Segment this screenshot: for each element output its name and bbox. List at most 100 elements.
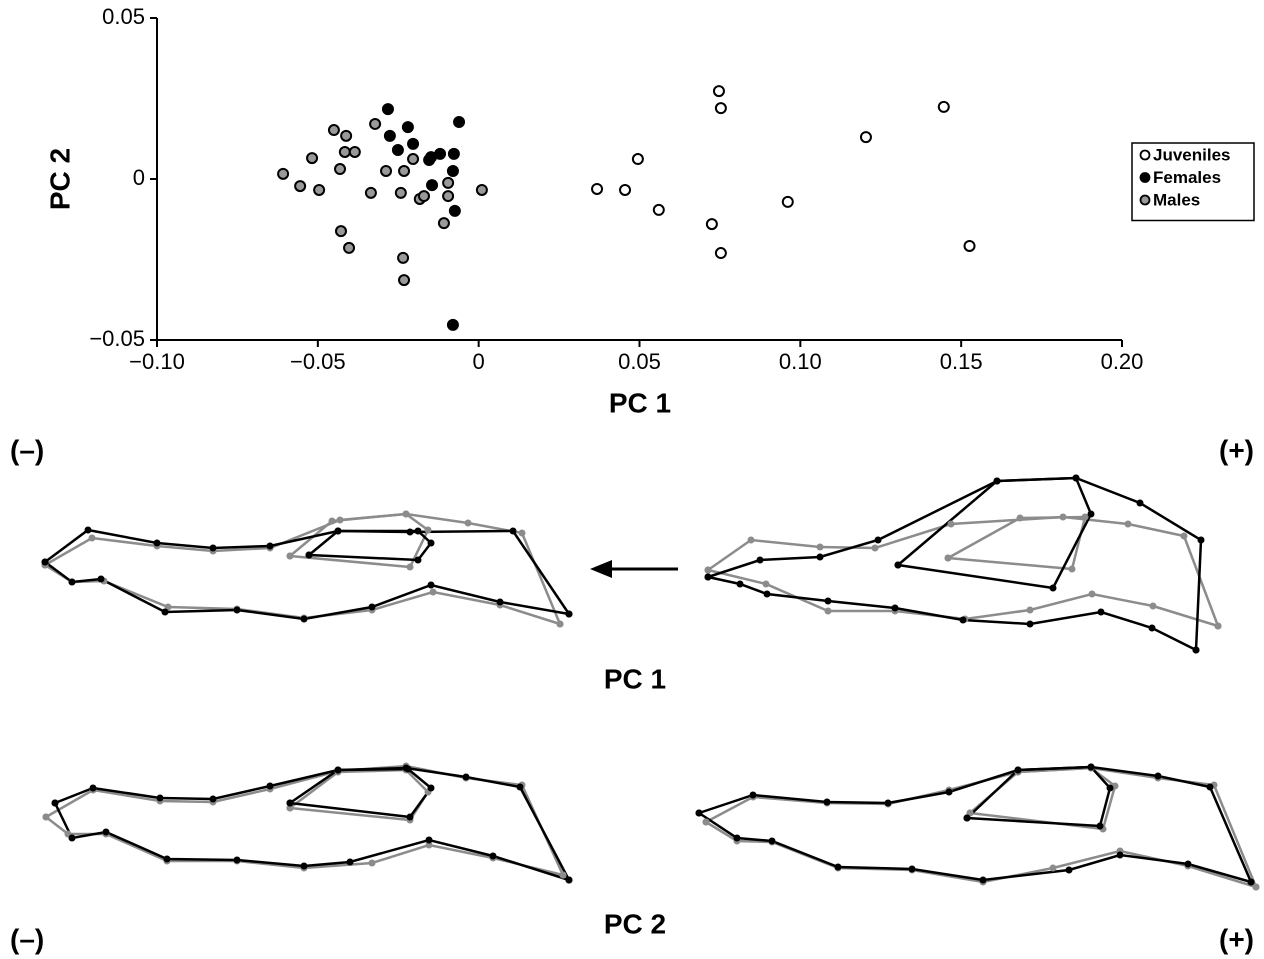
shape-vertex bbox=[163, 855, 171, 863]
point bbox=[380, 164, 393, 177]
shape-vertex bbox=[1252, 883, 1260, 891]
shape-vertex bbox=[406, 528, 414, 536]
shape-vertex bbox=[749, 791, 757, 799]
point bbox=[398, 274, 411, 287]
shape-vertex bbox=[368, 859, 376, 867]
shape-vertex bbox=[565, 876, 573, 884]
shape-vertex bbox=[1206, 783, 1214, 791]
shape-vertex bbox=[1106, 784, 1114, 792]
shape-vertex bbox=[763, 590, 771, 598]
point bbox=[423, 154, 436, 167]
shape-vertex bbox=[156, 794, 164, 802]
shape-vertex bbox=[42, 813, 50, 821]
shape-vertex bbox=[1059, 513, 1067, 521]
point bbox=[394, 186, 407, 199]
point bbox=[453, 116, 466, 129]
shape-vertex bbox=[266, 782, 274, 790]
shape-vertex bbox=[414, 556, 422, 564]
shape-outline bbox=[289, 767, 433, 819]
shape-vertex bbox=[1087, 510, 1095, 518]
panel-title: PC 1 bbox=[604, 663, 666, 694]
y-tick-label: 0.05 bbox=[102, 4, 145, 29]
shape-vertex bbox=[556, 620, 564, 628]
shape-vertex bbox=[874, 536, 882, 544]
shape-vertex bbox=[518, 529, 526, 537]
legend-marker bbox=[1139, 149, 1151, 161]
shape-outline bbox=[44, 512, 562, 625]
shape-outline bbox=[707, 476, 1203, 651]
shape-vertex bbox=[834, 863, 842, 871]
shape-vertex bbox=[1065, 866, 1073, 874]
shape-vertex bbox=[424, 526, 432, 534]
shape-vertex bbox=[1180, 532, 1188, 540]
point bbox=[705, 218, 718, 231]
shape-outline bbox=[707, 575, 1197, 652]
x-tick-label: 0.15 bbox=[940, 349, 983, 374]
point bbox=[294, 180, 307, 193]
shape-vertex bbox=[516, 783, 524, 791]
shape-vertex bbox=[733, 834, 741, 842]
shape-vertex bbox=[51, 799, 59, 807]
shape-vertex bbox=[1081, 513, 1089, 521]
shape-vertex bbox=[1014, 766, 1022, 774]
shape-outline bbox=[947, 515, 1087, 571]
shape-vertex bbox=[1049, 864, 1057, 872]
x-tick-label: 0 bbox=[473, 349, 485, 374]
shape-vertex bbox=[1148, 624, 1156, 632]
panel-left-label: (–) bbox=[10, 923, 44, 954]
point bbox=[348, 145, 361, 158]
point bbox=[277, 167, 290, 180]
shape-vertex bbox=[1068, 565, 1076, 573]
shape-outline bbox=[289, 768, 430, 822]
point bbox=[442, 176, 455, 189]
shape-vertex bbox=[406, 563, 414, 571]
shape-vertex bbox=[824, 597, 832, 605]
shape-outline bbox=[54, 766, 571, 881]
shape-vertex bbox=[1088, 590, 1096, 598]
legend-label: Juveniles bbox=[1153, 145, 1231, 164]
point bbox=[338, 145, 351, 158]
shape-vertex bbox=[286, 804, 294, 812]
point bbox=[369, 117, 382, 130]
shape-vertex bbox=[1072, 474, 1080, 482]
shape-vertex bbox=[300, 615, 308, 623]
legend-marker bbox=[1139, 172, 1151, 183]
shape-vertex bbox=[762, 580, 770, 588]
shape-vertex bbox=[824, 607, 832, 615]
shape-vertex bbox=[945, 788, 953, 796]
point bbox=[714, 247, 727, 260]
point bbox=[306, 152, 319, 165]
shape-outline bbox=[897, 476, 1093, 590]
shape-vertex bbox=[489, 852, 497, 860]
shape-vertex bbox=[266, 542, 274, 550]
shape-outline bbox=[308, 529, 433, 562]
shape-vertex bbox=[1192, 646, 1200, 654]
point bbox=[652, 203, 665, 216]
shape-vertex bbox=[89, 784, 97, 792]
shape-vertex bbox=[695, 809, 703, 817]
point bbox=[434, 147, 447, 160]
shape-outline bbox=[698, 811, 1252, 884]
legend-label: Males bbox=[1153, 190, 1200, 209]
point bbox=[343, 241, 356, 254]
point bbox=[781, 195, 794, 208]
shape-vertex bbox=[286, 552, 294, 560]
shape-vertex bbox=[406, 813, 414, 821]
point bbox=[334, 163, 347, 176]
shape-vertex bbox=[427, 539, 435, 547]
y-axis-label: PC 2 bbox=[44, 148, 75, 210]
shape-vertex bbox=[97, 575, 105, 583]
arrow-head bbox=[590, 560, 612, 578]
shape-vertex bbox=[1016, 514, 1024, 522]
shape-vertex bbox=[84, 526, 92, 534]
shape-vertex bbox=[286, 799, 294, 807]
x-tick-label: −0.05 bbox=[290, 349, 346, 374]
shape-vertex bbox=[233, 856, 241, 864]
panel-right-label: (+) bbox=[1219, 923, 1254, 954]
shape-vertex bbox=[334, 527, 342, 535]
point bbox=[442, 190, 455, 203]
shape-vertex bbox=[414, 527, 422, 535]
shape-vertex bbox=[496, 598, 504, 606]
point bbox=[340, 129, 353, 142]
